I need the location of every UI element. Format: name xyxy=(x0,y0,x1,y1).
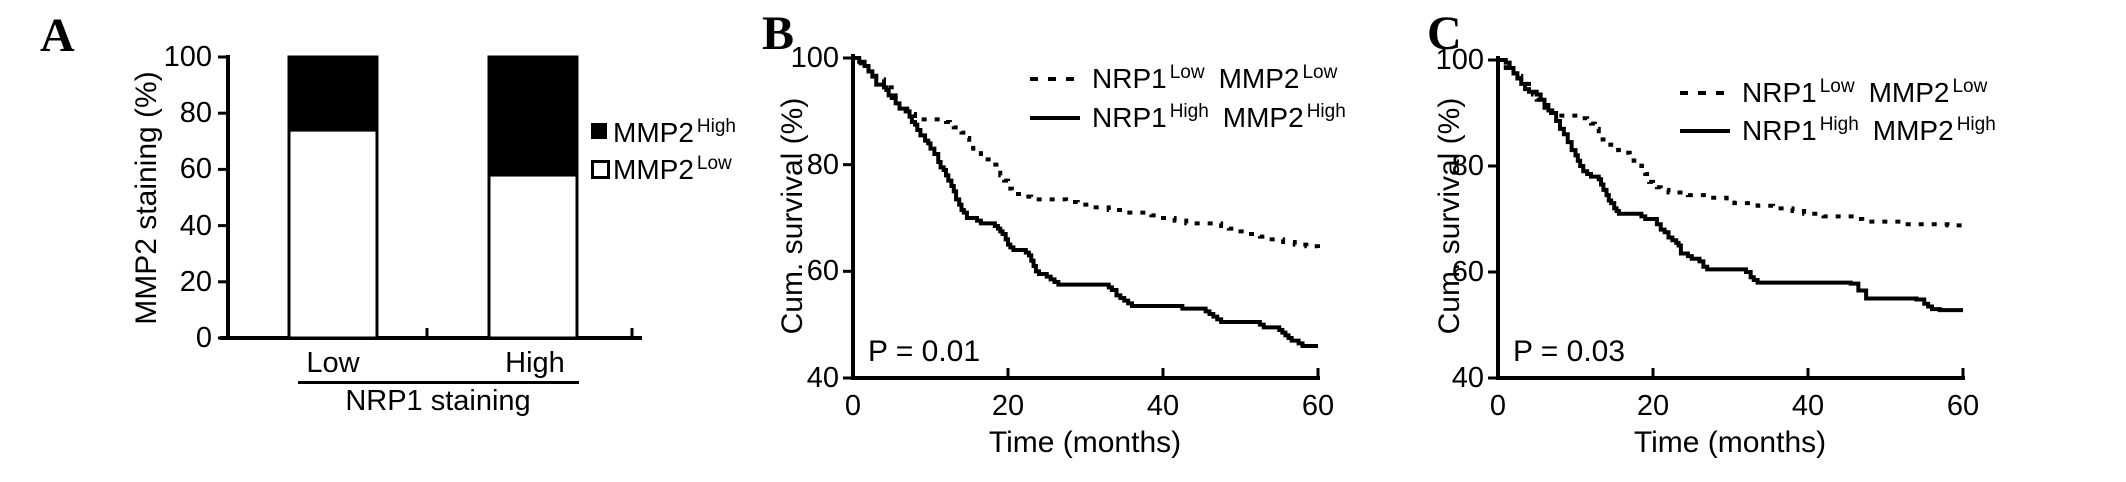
panel-b-x-tick: 40 xyxy=(1146,390,1180,422)
panel-b-x-tick: 60 xyxy=(1301,390,1335,422)
legend-superscript: High xyxy=(1819,113,1859,135)
panel-a-letter: A xyxy=(40,9,75,62)
x-axis-group-label: NRP1 staining xyxy=(345,385,531,417)
legend-label: MMP2 xyxy=(1868,77,1950,108)
legend-label: MMP2 xyxy=(1872,115,1954,146)
panel-b-y-tick: 80 xyxy=(806,149,839,181)
panel-c-x-axis-title: Time (months) xyxy=(1633,426,1827,459)
legend-label: NRP1 xyxy=(1742,77,1817,108)
legend-superscript: Low xyxy=(1169,61,1205,83)
panel-c-p-value: P = 0.03 xyxy=(1513,335,1626,368)
panel-a-y-tick: 0 xyxy=(195,322,212,354)
panel-a-y-tick: 80 xyxy=(179,97,212,129)
panel-b-y-axis-title: Cum. survival (%) xyxy=(776,97,809,335)
legend-label: MMP2 xyxy=(1218,63,1300,94)
panel-c-x-tick: 0 xyxy=(1489,390,1507,422)
legend-label: MMP2 xyxy=(613,154,694,185)
panel-b-x-tick: 20 xyxy=(991,390,1025,422)
legend-item-nrp1high-mmp2high: NRP1 High MMP2 High xyxy=(1092,101,1346,139)
legend-label: MMP2 xyxy=(1222,102,1304,133)
legend-label: MMP2 xyxy=(613,117,694,148)
panel-a-y-axis-title: MMP2 staining (%) xyxy=(130,71,163,325)
panel-b-letter: B xyxy=(762,7,795,60)
legend-superscript: High xyxy=(1306,100,1346,122)
panel-c-y-tick: 60 xyxy=(1451,256,1484,288)
category-label-high: High xyxy=(505,347,565,379)
legend-label: NRP1 xyxy=(1092,63,1167,94)
panel-c-y-tick: 40 xyxy=(1451,362,1484,394)
legend-superscript: Low xyxy=(696,152,732,174)
legend-superscript: High xyxy=(1169,100,1209,122)
panel-b-p-value: P = 0.01 xyxy=(868,335,981,368)
legend-label: NRP1 xyxy=(1742,115,1817,146)
category-underline xyxy=(298,381,579,384)
panel-c-x-tick: 20 xyxy=(1636,390,1670,422)
panel-c-y-tick: 80 xyxy=(1451,150,1484,182)
legend-marker-open-square xyxy=(591,160,610,179)
legend-superscript: Low xyxy=(1952,75,1988,97)
panel-c-x-tick: 60 xyxy=(1946,390,1980,422)
legend-item-nrp1high-mmp2high: NRP1 High MMP2 High xyxy=(1742,114,1996,152)
panel-a-y-tick: 20 xyxy=(179,266,212,298)
panel-c-letter: C xyxy=(1427,7,1462,60)
panel-c-y-axis-title: Cum. survival (%) xyxy=(1433,97,1466,335)
panel-a-y-tick: 40 xyxy=(179,210,212,242)
panel-b-y-tick: 60 xyxy=(806,255,839,287)
legend-item-nrp1low-mmp2low: NRP1 Low MMP2 Low xyxy=(1742,76,1987,114)
panel-b-y-tick: 100 xyxy=(790,42,839,74)
panel-b-y-tick: 40 xyxy=(806,362,839,394)
panel-a-y-tick: 100 xyxy=(163,41,212,73)
panel-c-y-tick: 100 xyxy=(1435,44,1484,76)
legend-marker-filled-square xyxy=(591,123,607,139)
legend-superscript: Low xyxy=(1819,75,1855,97)
panel-c-x-tick: 40 xyxy=(1791,390,1825,422)
legend-superscript: Low xyxy=(1302,61,1338,83)
legend-item-mmp2-low: MMP2 Low xyxy=(613,153,732,191)
category-label-low: Low xyxy=(306,347,360,379)
panel-b-x-tick: 0 xyxy=(844,390,862,422)
legend-item-nrp1low-mmp2low: NRP1 Low MMP2 Low xyxy=(1092,62,1337,100)
panel-a-y-tick: 60 xyxy=(179,153,212,185)
legend-superscript: High xyxy=(696,115,736,137)
panel-b-x-axis-title: Time (months) xyxy=(988,426,1182,459)
legend-label: NRP1 xyxy=(1092,102,1167,133)
legend-superscript: High xyxy=(1956,113,1996,135)
legend-item-mmp2-high: MMP2 High xyxy=(613,116,736,154)
